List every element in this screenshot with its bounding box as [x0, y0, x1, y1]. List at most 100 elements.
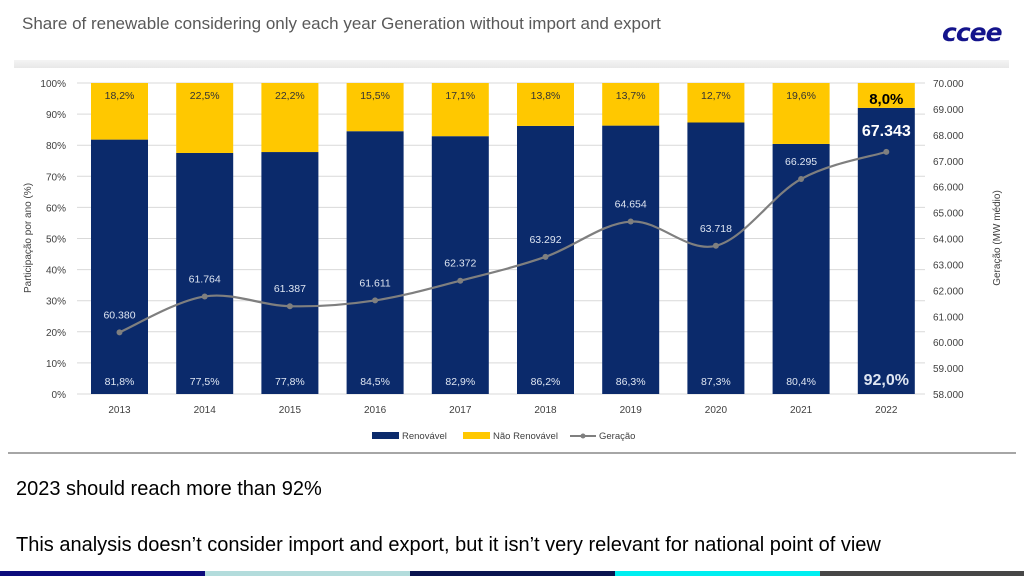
chart-header-band	[14, 60, 1009, 68]
x-tick-label: 2020	[705, 405, 728, 416]
y2-tick-label: 61.000	[933, 312, 964, 323]
bar-renovavel	[91, 139, 148, 394]
legend-label-nao-renovavel: Não Renovável	[493, 431, 558, 442]
y-tick-label: 90%	[46, 110, 66, 121]
geracao-point	[372, 297, 379, 304]
y2-tick-label: 58.000	[933, 390, 964, 401]
y2-tick-label: 63.000	[933, 260, 964, 271]
legend-swatch-renovavel	[372, 432, 399, 439]
footer-strip-segment	[820, 571, 1024, 576]
y-tick-label: 40%	[46, 266, 66, 277]
geracao-data-label: 67.343	[862, 123, 911, 140]
bar-renovavel	[772, 143, 830, 394]
y-tick-label: 80%	[46, 141, 66, 152]
geracao-data-label: 61.611	[359, 277, 390, 289]
x-tick-label: 2015	[279, 405, 302, 416]
legend-marker-geracao	[580, 433, 586, 439]
y-tick-label: 30%	[46, 297, 66, 308]
geracao-point	[883, 148, 890, 155]
renovavel-data-label: 80,4%	[786, 376, 816, 388]
bar-nao-renovavel	[261, 83, 319, 153]
bar-nao-renovavel	[91, 83, 148, 140]
nao-renovavel-data-label: 12,7%	[701, 90, 731, 102]
x-tick-label: 2013	[108, 405, 131, 416]
geracao-data-label: 60.380	[103, 309, 135, 321]
y2-tick-label: 69.000	[933, 105, 964, 116]
renovavel-data-label: 84,5%	[360, 376, 390, 388]
geracao-line	[119, 150, 887, 334]
bar-nao-renovavel	[346, 83, 404, 132]
x-tick-label: 2017	[449, 405, 472, 416]
geracao-point	[627, 218, 634, 225]
geracao-data-label: 61.387	[274, 283, 306, 295]
y2-tick-label: 68.000	[933, 131, 964, 142]
renovavel-data-label: 92,0%	[864, 372, 909, 389]
nao-renovavel-data-label: 18,2%	[105, 90, 135, 102]
ccee-logo: ccee	[942, 18, 1003, 47]
geracao-data-label: 62.372	[444, 258, 476, 270]
geracao-point	[798, 176, 805, 183]
x-tick-label: 2022	[875, 405, 898, 416]
geracao-point	[457, 277, 464, 284]
renovavel-data-label: 87,3%	[701, 376, 731, 388]
y-tick-label: 60%	[46, 203, 66, 214]
footer-strip-segment	[615, 571, 820, 576]
bar-nao-renovavel	[602, 83, 660, 126]
legend-swatch-nao-renovavel	[463, 432, 490, 439]
y2-tick-label: 64.000	[933, 235, 964, 246]
renovavel-data-label: 81,8%	[105, 376, 135, 388]
note-2023: 2023 should reach more than 92%	[16, 478, 322, 500]
bar-renovavel	[687, 122, 745, 394]
y-tick-label: 10%	[46, 359, 66, 370]
geracao-point	[116, 329, 123, 336]
geracao-point	[286, 303, 293, 310]
bar-renovavel	[517, 125, 574, 394]
x-tick-label: 2019	[620, 405, 643, 416]
footer-strip-segment	[0, 571, 205, 576]
bar-renovavel	[346, 131, 404, 394]
x-tick-label: 2016	[364, 405, 387, 416]
y-tick-label: 50%	[46, 235, 66, 246]
geracao-data-label: 63.718	[700, 223, 732, 235]
y2-tick-label: 62.000	[933, 286, 964, 297]
bar-renovavel	[602, 125, 660, 395]
nao-renovavel-data-label: 8,0%	[869, 91, 903, 108]
bar-renovavel	[176, 152, 234, 394]
geracao-data-label: 66.295	[785, 156, 817, 168]
nao-renovavel-data-label: 13,8%	[531, 90, 561, 102]
x-tick-label: 2014	[194, 405, 217, 416]
renovavel-data-label: 77,5%	[190, 376, 220, 388]
y-tick-label: 70%	[46, 172, 66, 183]
renovavel-data-label: 86,2%	[531, 376, 561, 388]
divider	[8, 452, 1016, 454]
y2-tick-label: 66.000	[933, 183, 964, 194]
nao-renovavel-data-label: 17,1%	[445, 90, 475, 102]
nao-renovavel-data-label: 19,6%	[786, 90, 816, 102]
slide-title: Share of renewable considering only each…	[22, 14, 661, 33]
geracao-data-label: 64.654	[615, 199, 647, 211]
renovavel-data-label: 82,9%	[445, 376, 475, 388]
legend-label-renovavel: Renovável	[402, 431, 447, 442]
y2-tick-label: 70.000	[933, 79, 964, 90]
y2-tick-label: 60.000	[933, 338, 964, 349]
legend-label-geracao: Geração	[599, 431, 635, 442]
renovavel-data-label: 86,3%	[616, 376, 646, 388]
bar-nao-renovavel	[857, 83, 915, 108]
y-axis-title: Participação por ano (%)	[23, 183, 34, 293]
stacked-bar-line-chart: 0% 10% 20% 30% 40% 50% 60% 70% 80% 90% 100% 58.000 5…	[23, 79, 1003, 442]
y-tick-label: 0%	[52, 390, 67, 401]
footer-strip-segment	[410, 571, 615, 576]
y2-tick-label: 65.000	[933, 209, 964, 220]
bar-renovavel	[261, 152, 319, 394]
geracao-data-label: 61.764	[189, 273, 221, 285]
y2-axis-title: Geração (MW médio)	[992, 190, 1003, 286]
geracao-data-label: 63.292	[529, 234, 561, 246]
bar-nao-renovavel	[687, 83, 745, 123]
bar-renovavel	[431, 136, 489, 394]
nao-renovavel-data-label: 15,5%	[360, 90, 390, 102]
bar-nao-renovavel	[517, 83, 574, 126]
geracao-point	[542, 253, 549, 260]
geracao-point	[712, 242, 719, 249]
nao-renovavel-data-label: 22,2%	[275, 90, 305, 102]
bar-nao-renovavel	[772, 83, 830, 144]
